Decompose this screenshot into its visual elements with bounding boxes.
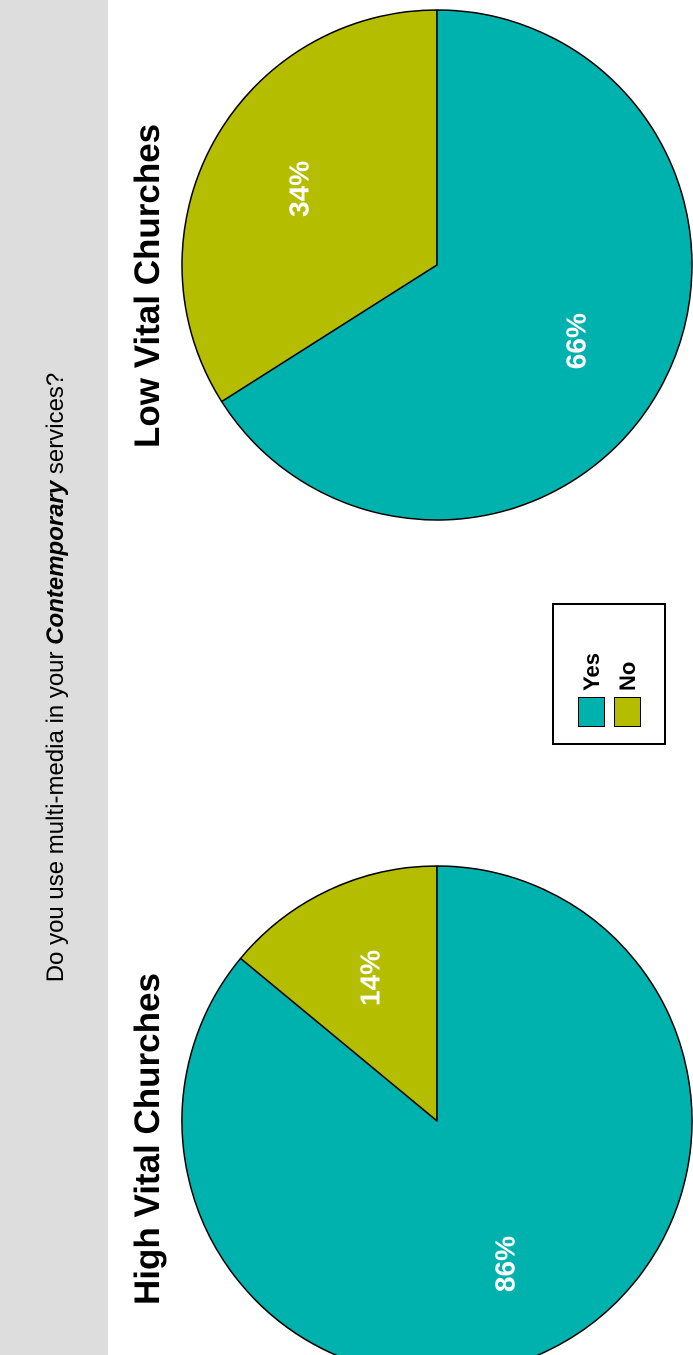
low-pie-label-no: 34% (283, 161, 314, 217)
legend-label-yes: Yes (579, 653, 604, 691)
high-pie-slice-yes (181, 865, 693, 1355)
low-pie-label-yes: 66% (561, 313, 592, 369)
high-pie-label-no: 14% (355, 950, 386, 1006)
legend-label-no: No (615, 661, 640, 691)
low-pie-slice-yes (220, 9, 693, 521)
legend-swatch-yes (578, 697, 605, 727)
high-pie-slice-no (239, 865, 438, 1122)
legend: Yes No (552, 603, 666, 745)
high-pie-label-yes: 86% (489, 1236, 520, 1292)
legend-swatch-no (614, 697, 641, 727)
low-pie-slice-no (181, 9, 438, 403)
